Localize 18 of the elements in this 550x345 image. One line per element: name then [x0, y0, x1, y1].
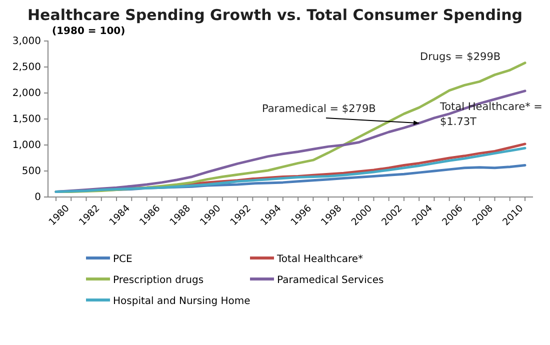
legend-label: Hospital and Nursing Home [113, 296, 250, 307]
y-tick-label: 1,500 [12, 114, 41, 126]
legend-label: Total Healthcare* [276, 254, 364, 265]
legend-label: PCE [113, 254, 132, 265]
y-tick-label: 0 [34, 192, 41, 204]
line-series [54, 146, 526, 194]
annotation: Drugs = $299B [420, 51, 501, 63]
y-tick-label: 1,000 [12, 140, 41, 152]
y-tick-label: 2,500 [12, 62, 41, 74]
chart-title: Healthcare Spending Growth vs. Total Consumer Spending [27, 6, 523, 24]
chart-subtitle: (1980 = 100) [52, 26, 126, 37]
y-tick-label: 2,000 [12, 88, 41, 100]
legend-label: Paramedical Services [277, 275, 384, 286]
y-tick-label: 3,000 [12, 36, 41, 48]
legend-label: Prescription drugs [113, 275, 204, 286]
annotation: Paramedical = $279B [262, 103, 376, 115]
annotation: Total Healthcare* = $1.73T [439, 101, 542, 128]
y-tick-label: 500 [22, 166, 41, 178]
